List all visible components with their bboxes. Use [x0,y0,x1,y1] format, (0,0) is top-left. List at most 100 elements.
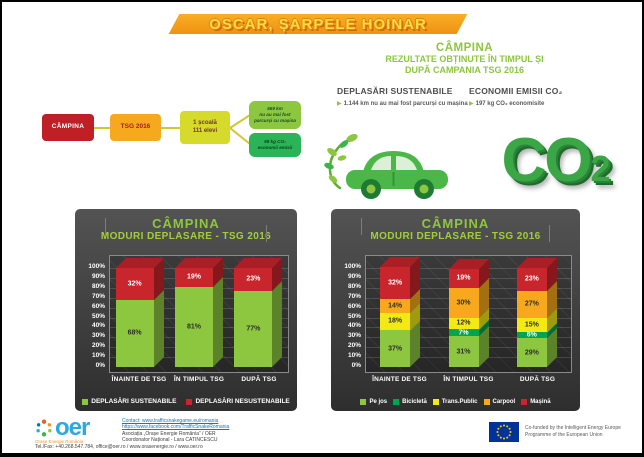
y-tick-label: 100% [88,263,105,270]
y-tick-label: 0% [351,362,361,369]
results-header: CÂMPINA REZULTATE OBȚINUTE ÎN TIMPUL ȘI … [337,42,592,76]
legend-label: Carpool [492,399,516,405]
bar-segment: 19% [448,259,489,288]
bar-segment: 32% [115,258,164,300]
contact-association: Asociația „Orașe Energie România” / OER [122,430,216,437]
y-tick-label: 40% [91,322,105,330]
co2-savings-title: ECONOMII EMISII CO₂ [469,86,563,96]
y-tick-label: 80% [347,282,361,290]
bar-segment: 29% [516,328,557,367]
legend-swatch [432,399,439,405]
oer-logo-icon [36,419,52,437]
y-tick-label: 70% [91,292,105,300]
y-tick-label: 30% [91,332,105,340]
legend-item: DEPLASĂRI SUSTENABILE [82,398,176,405]
bar-segment: 19% [175,258,223,287]
contact-coordinator: Coordonator Național - Lara CATINCESCU [122,436,218,443]
sustainable-trips-value: 1.144 km nu au mai fost parcurși cu mași… [343,101,468,107]
bar-segment: 18% [380,302,421,331]
bar-segment: 15% [516,307,557,333]
y-axis-labels: 0% 10% 20% 30% 40% 50% 60% 70% 80% 90% 100% [339,255,365,373]
chart-legend: DEPLASĂRI SUSTENABILE DEPLASĂRI NESUSTENA… [75,398,297,405]
legend-item: Bicicletă [393,399,427,405]
triangle-bullet-icon: ▶ [337,101,342,107]
results-subtitle-line2: DUPĂ CAMPANIA TSG 2016 [404,65,525,75]
bar-value-label: 14% [388,302,403,310]
x-tick-label: ÎN TIMPUL TSG [443,376,494,383]
title-banner: OSCAR, ȘARPELE HOINAR [174,14,462,34]
legend-label: Bicicletă [402,399,427,405]
y-tick-label: 60% [347,302,361,310]
co2-illustration: CO2 [501,126,611,195]
legend-swatch [82,398,89,405]
bar-value-label: 7% [458,329,469,337]
bar-value-label: 15% [524,321,539,329]
bar-value-label: 19% [456,274,471,282]
chart-subtitle: MODURI DEPLASARE - TSG 2016 [370,231,541,242]
green-car-illustration [324,134,448,199]
contact-block: Contact: www.trafficsnakegame.eu/romania… [122,418,322,443]
contact-phone-line: Tel./Fax: +40.268.547.784, office@oer.ro… [35,444,203,450]
bar-value-label: 27% [524,300,539,308]
bar-segment: 77% [234,280,283,367]
legend-swatch [186,398,193,405]
legend-item: Pe jos [360,399,387,405]
x-tick-label: DUPĂ TSG [241,376,277,383]
x-axis-labels: ÎNAINTE DE TSG ÎN TIMPUL TSG DUPĂ TSG [109,376,289,383]
bar-value-label: 30% [456,299,471,307]
legend-item: Carpool [483,399,516,405]
bar-segment: 23% [234,258,283,291]
legend-swatch [393,399,400,405]
city-title: CÂMPINA [435,42,494,54]
bar-value-label: 12% [456,319,471,327]
flow-node-school: 1 școală 111 elevi [180,111,230,144]
bar-segment: 68% [115,289,164,367]
bar-value-label: 31% [456,348,471,356]
legend-item: DEPLASĂRI NESUSTENABILE [186,398,290,405]
bar-value-label: 23% [524,275,539,283]
y-tick-label: 80% [91,282,105,290]
eu-flag-icon [489,422,519,442]
poster-title: OSCAR, ȘARPELE HOINAR [209,15,427,33]
y-tick-label: 50% [347,312,361,320]
bar-segment: 23% [516,258,557,291]
oer-tagline: Orașe Energie România [35,439,84,445]
legend-label: Mașină [530,399,551,405]
bar-segment: 37% [380,320,421,367]
y-tick-label: 30% [347,332,361,340]
y-tick-label: 60% [91,302,105,310]
bar-value-label: 18% [388,317,403,325]
y-tick-label: 70% [347,292,361,300]
contact-website-link[interactable]: Contact: www.trafficsnakegame.eu/romania [122,418,219,424]
legend-label: DEPLASĂRI SUSTENABILE [91,398,177,405]
bar-segment: 6% [516,322,557,339]
flow-node-city: CÂMPINA [42,114,94,141]
bar-value-label: 37% [388,345,403,353]
y-tick-label: 40% [347,322,361,330]
legend-swatch [521,399,528,405]
bar-value-label: 81% [186,323,201,331]
contact-email-links[interactable]: office@oer.ro / www.orasenergie.ro / www… [95,444,203,450]
legend-label: Trans.Public [441,399,478,405]
chart-modal-split: CÂMPINA MODURI DEPLASARE - TSG 2016 0% 10… [75,209,297,411]
bar-segment: 31% [448,326,489,367]
bar-segment-side [153,289,164,367]
x-axis-labels: ÎNAINTE DE TSG ÎN TIMPUL TSG DUPĂ TSG [365,376,572,383]
bar-segment: 7% [448,319,489,337]
chart-transport-modes: CÂMPINA MODURI DEPLASARE - TSG 2016 0% 10… [331,209,580,411]
x-tick-label: ÎNAINTE DE TSG [111,376,167,383]
contact-facebook-link[interactable]: https://www.facebook.com/TrafficSnakeRom… [122,424,230,431]
bar-value-label: 32% [127,280,142,288]
bar-segment: 27% [516,280,557,318]
y-tick-label: 10% [91,352,105,360]
bar-value-label: 29% [524,349,539,357]
y-tick-label: 10% [347,352,361,360]
bar-value-label: 77% [246,325,261,333]
y-tick-label: 100% [344,263,361,270]
bar-segment: 32% [380,257,421,299]
eu-funding-text: Co-funded by the Intelligent Energy Euro… [525,425,621,438]
x-tick-label: ÎN TIMPUL TSG [173,376,225,383]
legend-swatch [360,399,367,405]
co2-savings-block: ECONOMII EMISII CO₂ ▶ 197 kg CO₂ economis… [469,86,563,107]
